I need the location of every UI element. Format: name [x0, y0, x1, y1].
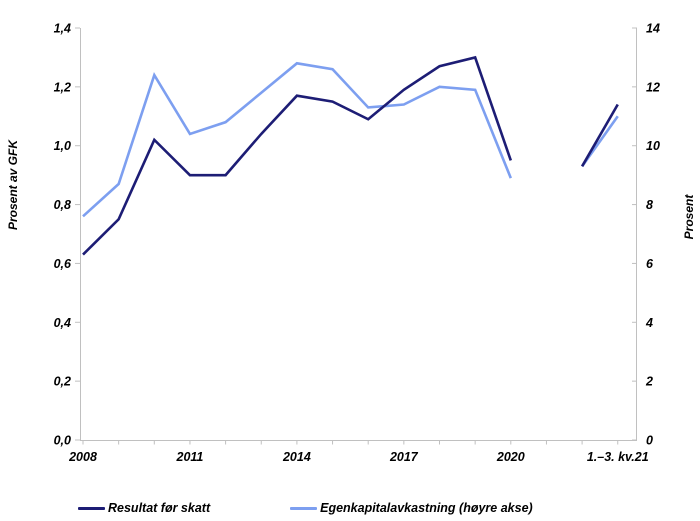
left-axis-tick-label: 0,2 [54, 375, 71, 389]
x-axis-tick-label: 1.–3. kv.21 [587, 450, 649, 464]
right-axis-tick-label: 10 [646, 139, 660, 153]
series-quarterly-segment-resultat [580, 103, 619, 167]
x-axis-tick-label: 2017 [389, 450, 419, 464]
right-axis-tick-label: 0 [646, 434, 653, 448]
right-axis-title: Prosent [682, 194, 696, 240]
x-axis-tick-label: 2008 [68, 450, 97, 464]
x-axis-tick-label: 2020 [496, 450, 525, 464]
legend: Resultat før skatt Egenkapitalavkastning… [78, 501, 533, 515]
right-axis-tick-label: 6 [646, 257, 654, 271]
left-axis-tick-label: 0,8 [54, 198, 71, 212]
right-axis-tick-label: 12 [646, 80, 660, 94]
legend-label-resultat: Resultat før skatt [108, 501, 211, 515]
left-axis-title: Prosent av GFK [6, 139, 20, 231]
legend-label-egenkapital: Egenkapitalavkastning (høyre akse) [320, 501, 533, 515]
series-line-egenkapital [82, 61, 513, 218]
right-axis-tick-label: 4 [645, 316, 653, 330]
legend-item-resultat: Resultat før skatt [78, 501, 210, 515]
x-axis-tick-label: 2011 [176, 450, 204, 464]
left-axis-tick-label: 0,6 [54, 257, 72, 271]
legend-item-egenkapital: Egenkapitalavkastning (høyre akse) [290, 501, 533, 515]
legend-line-swatch-egenkapital [290, 506, 318, 510]
left-axis-tick-label: 1,4 [54, 22, 71, 36]
left-axis-tick-label: 1,2 [54, 80, 71, 94]
left-axis-tick-label: 0,0 [54, 434, 71, 448]
legend-line-swatch-resultat [78, 506, 105, 510]
left-axis-tick-label: 0,4 [54, 316, 71, 330]
right-axis-tick-label: 8 [646, 198, 653, 212]
x-axis-tick-label: 2014 [282, 450, 311, 464]
series-line-resultat [82, 55, 513, 256]
left-axis-tick-label: 1,0 [54, 139, 71, 153]
right-axis-tick-label: 14 [646, 22, 660, 36]
right-axis-tick-label: 2 [645, 375, 653, 389]
